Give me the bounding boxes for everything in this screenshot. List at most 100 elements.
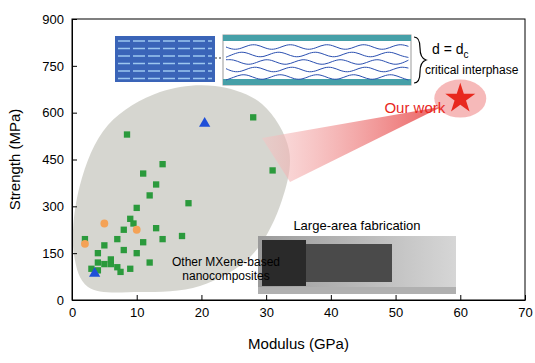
point (130, 220, 136, 226)
point (100, 220, 108, 228)
x-tick: 30 (259, 295, 273, 320)
y-tick: 600 (42, 105, 77, 120)
point (101, 242, 107, 248)
inset-chain (226, 67, 408, 72)
x-tick-label: 10 (130, 305, 144, 320)
point (146, 259, 152, 265)
inset-layer-top (223, 35, 411, 41)
y-tick-mark (72, 160, 77, 161)
inset-stripe (118, 40, 212, 42)
y-tick-label: 900 (42, 12, 64, 27)
y-tick: 300 (42, 199, 77, 214)
x-tick-mark (201, 295, 202, 300)
point (95, 250, 101, 256)
point (445, 83, 475, 112)
point (121, 227, 127, 233)
inset-small (115, 36, 215, 82)
y-tick-label: 0 (57, 293, 64, 308)
y-tick-label: 750 (42, 58, 64, 73)
y-tick-label: 150 (42, 246, 64, 261)
x-tick-label: 70 (518, 305, 532, 320)
inset-schematic (115, 35, 426, 85)
x-tick-label: 30 (259, 305, 273, 320)
inset-chain (226, 52, 408, 57)
point (146, 192, 152, 198)
point (124, 131, 130, 137)
inset-connector (215, 58, 223, 59)
y-axis-title: Strength (MPa) (6, 109, 23, 211)
point (89, 267, 100, 277)
point (134, 205, 140, 211)
inset-chain (226, 60, 408, 65)
inset-chain (226, 45, 408, 50)
series-star (445, 83, 475, 112)
point (269, 167, 275, 173)
x-tick: 50 (389, 295, 403, 320)
series-triangle (89, 117, 210, 277)
x-tick-label: 40 (324, 305, 338, 320)
inset-stripe (118, 78, 212, 80)
y-axis: 0 150 300 450 600 750 900 (42, 12, 77, 308)
x-tick: 70 (518, 295, 532, 320)
chart-svg: 0 10 20 30 40 50 60 70 0 150 300 450 600 750 900 Modulu… (0, 0, 535, 363)
y-tick-mark (72, 206, 77, 207)
plot-frame (72, 19, 525, 300)
x-tick: 10 (130, 295, 144, 320)
point (153, 225, 159, 231)
point (250, 114, 256, 120)
y-tick: 900 (42, 12, 77, 27)
y-tick-mark (72, 300, 77, 301)
x-tick: 20 (195, 295, 209, 320)
y-tick-label: 450 (42, 152, 64, 167)
inset-chain (226, 75, 408, 80)
y-tick-mark (72, 19, 77, 20)
arrow-wedge (262, 107, 442, 182)
x-tick-mark (396, 295, 397, 300)
point (159, 236, 165, 242)
region-label: Other MXene-based (172, 255, 280, 269)
x-tick-label: 50 (389, 305, 403, 320)
point (153, 181, 159, 187)
point (117, 269, 123, 275)
inset-stripe (118, 55, 212, 57)
y-tick: 150 (42, 246, 77, 261)
x-axis-line (73, 300, 526, 301)
point (114, 236, 120, 242)
annotation-our-work: Our work (384, 99, 445, 116)
inset-large (223, 35, 411, 85)
point (159, 161, 165, 167)
inset-stripe (118, 48, 212, 50)
point (140, 239, 146, 245)
x-tick-mark (460, 295, 461, 300)
equation-subscript: c (464, 49, 469, 60)
point (121, 247, 127, 253)
x-tick-label: 60 (454, 305, 468, 320)
annotation-fabrication: Large-area fabrication (293, 218, 420, 233)
point (108, 256, 114, 262)
point (134, 250, 140, 256)
inset-layer-bottom (223, 79, 411, 85)
point (127, 266, 133, 272)
y-tick: 450 (42, 152, 77, 167)
x-tick: 40 (324, 295, 338, 320)
y-tick: 750 (42, 58, 77, 73)
y-tick-mark (72, 253, 77, 254)
x-tick-mark (266, 295, 267, 300)
point (179, 233, 185, 239)
photo-inset (258, 236, 456, 294)
x-tick-mark (137, 295, 138, 300)
annotation-interphase: critical interphase (425, 63, 519, 77)
y-tick-label: 300 (42, 199, 64, 214)
y-tick-mark (72, 113, 77, 114)
point (95, 259, 101, 265)
series-circle (81, 220, 141, 248)
equation-main: d = d (432, 41, 464, 57)
x-axis-title: Modulus (GPa) (248, 335, 349, 352)
photo-ruler (258, 287, 456, 294)
inset-stripe (118, 70, 212, 72)
x-tick-mark (331, 295, 332, 300)
region-label: nanocomposites (182, 269, 269, 283)
photo-background (258, 236, 456, 294)
points-group (81, 83, 475, 277)
x-tick-label: 0 (69, 305, 76, 320)
